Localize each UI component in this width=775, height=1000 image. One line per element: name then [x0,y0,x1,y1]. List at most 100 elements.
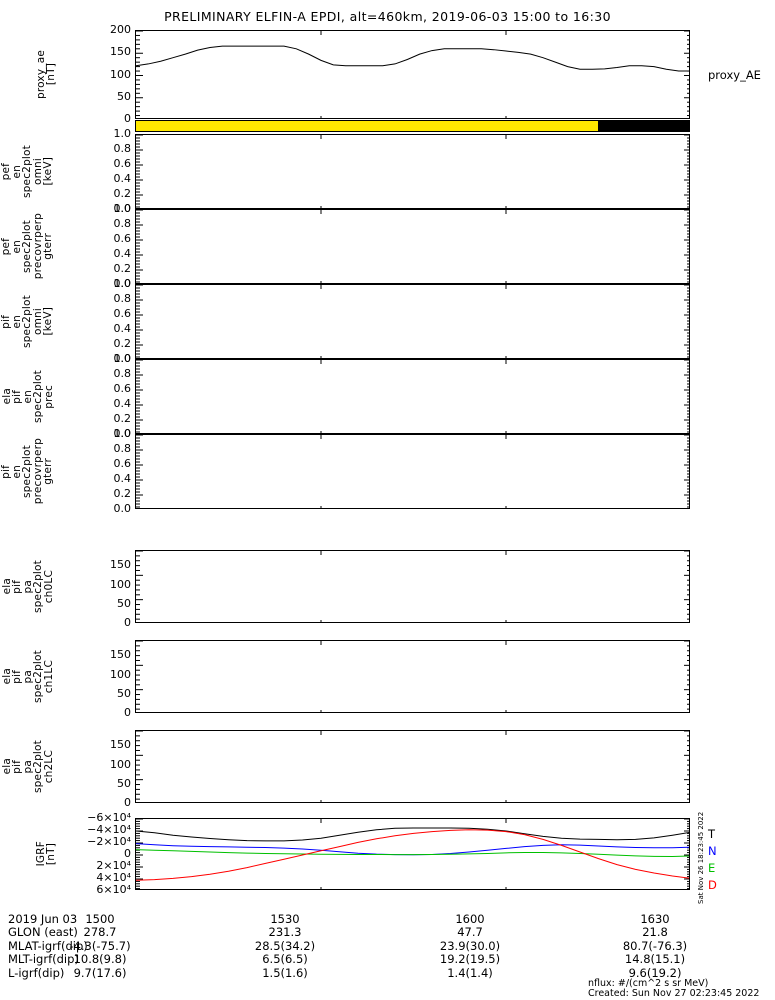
y-axis-labels-igrf: 6×10⁴ 4×10⁴ 2×10⁴ 0 −2×10⁴ −4×10⁴ −6×10⁴ [61,812,131,895]
y-tick-label: −6×10⁴ [87,811,131,824]
plot-panel-ela_pif_en_prec [135,359,690,434]
y-axis-labels-ela_pif_pa_ch2lc: 0 50 100 150 [61,730,131,808]
y-tick-label: 0.4 [113,397,132,410]
y-axis-title-ela_pef_en_precovrperp_gterr: elapefenspec2plotprecovrperpgterr [0,209,59,284]
y-axis-title-word: [nT] [45,63,57,86]
y-tick-label: 0 [124,796,131,809]
y-tick-label: 0.2 [113,487,132,500]
y-axis-title-word: spec2plot [21,445,33,498]
y-axis-labels-proxy_ae: 0 50 100 150 200 [61,24,131,124]
footer-row-value: 10.8(9.8) [73,952,127,967]
y-tick-label: 0.2 [113,412,132,425]
plot-panel-igrf [135,818,690,890]
status-bar-segment [136,121,598,131]
y-tick-label: 1.0 [113,127,132,140]
plot-panel-proxy_ae [135,30,690,119]
y-axis-title-word: gterr [42,458,54,485]
y-tick-label: 0.4 [113,472,132,485]
footer-row-value: 6.5(6.5) [262,952,308,967]
y-axis-labels-ela_pef_en_precovrperp_gterr: 0.0 0.2 0.4 0.6 0.8 1.0 [61,203,132,289]
footer-row-label: MLT-igrf(dip) [8,952,79,967]
y-tick-label: 0 [124,847,131,860]
plot-panel-ela_pif_en_precovrperp_gterr [135,434,690,509]
footer-row-value: 9.6(19.2) [628,965,682,980]
y-tick-label: 100 [110,577,131,591]
y-axis-title-igrf: IGRF [nT] [33,818,59,890]
plot-panel-ela_pef_en_precovrperp_gterr [135,209,690,284]
panel-canvas [136,731,689,802]
footer-row-value: 80.7(-76.3) [622,938,688,953]
status-bar [135,120,690,132]
y-tick-label: 0.6 [113,457,132,470]
y-tick-label: 0.8 [113,217,132,230]
y-tick-label: 100 [110,757,131,771]
y-axis-labels-ela_pef_en_omni: 0.0 0.2 0.4 0.6 0.8 1.0 [61,128,132,214]
footer-row-value: 9.7(17.6) [73,965,127,980]
y-axis-title-word: pif [0,464,12,479]
y-tick-label: 0 [124,706,131,719]
y-tick-label: 0.4 [113,247,132,260]
y-axis-title-word: spec2plot [21,145,33,198]
y-axis-title-ela_pif_pa_ch1lc: ela pif pa spec2plot ch1LC [0,640,59,713]
y-tick-label: 1.0 [113,352,132,365]
footer-row-value: 1630 [640,912,670,926]
y-tick-label: −4×10⁴ [87,823,131,836]
y-axis-title-word: pif [0,314,12,329]
y-tick-label: 1.0 [113,277,132,290]
y-axis-title-proxy_ae: proxy_ae [nT] [33,30,59,119]
y-tick-label: −2×10⁴ [87,835,131,848]
y-axis-title-ela_pif_en_prec: ela pif en spec2plot prec [0,359,59,434]
footer-row-value: -4.3(-75.7) [69,938,131,953]
y-tick-label: 0.0 [113,502,132,515]
y-axis-title-word: gterr [42,233,54,260]
y-tick-label: 50 [117,686,131,700]
plot-panel-ela_pef_en_omni [135,134,690,209]
y-axis-labels-ela_pif_en_omni: 0.0 0.2 0.4 0.6 0.8 1.0 [61,278,132,364]
footer-row-value: 1.4(1.4) [447,965,493,980]
y-axis-title-ela_pif_en_precovrperp_gterr: elapifenspec2plotprecovrperpgterr [0,434,59,509]
plot-panel-ela_pif_en_omni [135,284,690,359]
legend-label-e: E [708,861,716,875]
y-tick-label: 150 [110,648,131,662]
y-tick-label: 150 [110,45,131,59]
legend-label-n: N [708,844,717,858]
footer-row-value: 28.5(34.2) [254,938,316,953]
panel-canvas [136,641,689,712]
y-axis-labels-ela_pif_en_prec: 0.0 0.2 0.4 0.6 0.8 1.0 [61,353,132,439]
y-tick-label: 0.8 [113,142,132,155]
panel-canvas [136,435,689,508]
y-tick-label: 0.2 [113,187,132,200]
y-axis-title-word: ch2LC [42,749,55,784]
footer-row-label: MLAT-igrf(dip) [8,938,88,953]
plot-panel-ela_pif_pa_ch1lc [135,640,690,713]
footer-row-value: 231.3 [268,925,302,940]
panel-canvas [136,135,689,208]
y-tick-label: 200 [110,23,131,36]
rotated-created-stamp: Sat Nov 26 18:23:45 2022 [697,811,705,904]
footer-row-value: 278.7 [83,925,117,940]
y-axis-title-ela_pif_pa_ch0lc: ela pif pa spec2plot ch0LC [0,550,59,623]
y-tick-label: 0.8 [113,442,132,455]
y-tick-label: 0 [124,616,131,629]
status-bar-segment [597,121,689,131]
y-axis-title-word: spec2plot [21,220,33,273]
footer-row-label: GLON (east) [8,925,78,940]
x-tick-label-first: 1500 [85,912,115,926]
footer-row-label: 2019 Jun 03 [8,912,78,926]
y-tick-label: 2×10⁴ [96,859,131,872]
y-tick-label: 0.6 [113,157,132,170]
y-tick-label: 100 [110,67,131,81]
y-tick-label: 50 [117,89,131,103]
panel-canvas [136,551,689,622]
y-axis-title-word: pef [0,237,12,256]
y-tick-label: 0.0 [113,202,132,215]
y-axis-title-ela_pif_en_omni: elapifenspec2plotomni[keV] [0,284,59,359]
panel-canvas [136,819,689,889]
footer-row-label: L-igrf(dip) [8,965,65,980]
y-axis-title-word: [keV] [42,157,54,186]
y-tick-label: 100 [110,667,131,681]
footer-row-value: 19.2(19.5) [439,952,501,967]
y-axis-labels-ela_pif_pa_ch0lc: 0 50 100 150 [61,550,131,628]
y-tick-label: 0.0 [113,277,132,290]
